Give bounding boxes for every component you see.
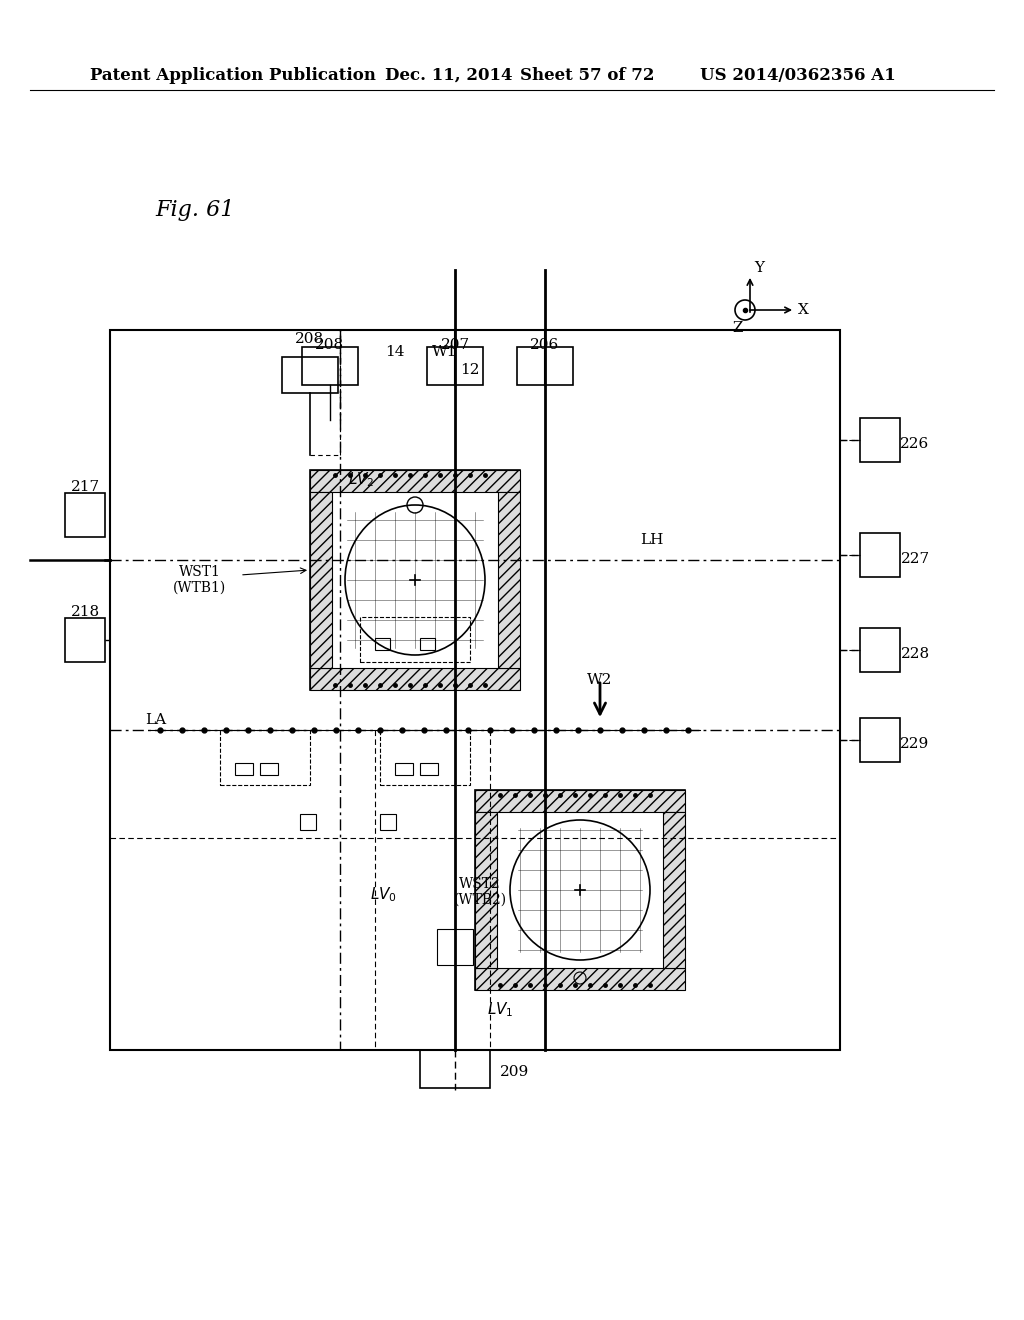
Text: $LV_1$: $LV_1$ [487,1001,514,1019]
Bar [380,730,470,785]
Text: 217: 217 [71,480,99,494]
Bar [395,763,413,775]
Text: 208: 208 [315,338,344,352]
Text: Fig. 61: Fig. 61 [155,199,234,220]
Bar [310,492,332,668]
Bar [282,356,338,393]
Bar [380,814,396,830]
Text: Y: Y [754,261,764,275]
Text: 227: 227 [900,552,930,566]
Bar [860,628,900,672]
Bar [375,638,390,649]
Bar [420,638,435,649]
Bar [420,1049,490,1088]
Bar [300,814,316,830]
Text: $LV_0$: $LV_0$ [370,886,397,904]
Text: Z: Z [732,321,742,335]
Bar [437,929,473,965]
Text: 207: 207 [440,338,470,352]
Bar [260,763,278,775]
Text: 14: 14 [385,345,404,359]
Text: US 2014/0362356 A1: US 2014/0362356 A1 [700,66,896,83]
Text: WST1
(WTB1): WST1 (WTB1) [173,565,226,595]
Text: 206: 206 [530,338,560,352]
Bar [310,668,520,690]
Text: 208: 208 [296,333,325,346]
Text: 12: 12 [460,363,480,378]
Bar [427,347,483,385]
Text: Patent Application Publication: Patent Application Publication [90,66,376,83]
Bar [65,492,105,537]
Bar [475,789,685,990]
Bar [663,812,685,968]
Text: WST2
(WTB2): WST2 (WTB2) [454,876,507,907]
Bar [475,968,685,990]
Text: Dec. 11, 2014: Dec. 11, 2014 [385,66,512,83]
Bar [220,730,310,785]
Bar [234,763,253,775]
Bar [310,470,520,690]
Bar [65,618,105,663]
Bar [310,470,520,492]
Bar [420,763,438,775]
Text: 218: 218 [71,605,99,619]
Text: 229: 229 [900,737,930,751]
Text: 209: 209 [501,1065,529,1078]
Text: 228: 228 [900,647,930,661]
Text: LA: LA [145,713,166,727]
Bar [860,718,900,762]
Text: Sheet 57 of 72: Sheet 57 of 72 [520,66,654,83]
Text: W1: W1 [432,345,458,359]
Text: X: X [798,304,809,317]
Bar [475,812,497,968]
Bar [110,330,840,1049]
Bar [860,418,900,462]
Text: 226: 226 [900,437,930,451]
Text: LH: LH [640,533,664,546]
Text: $LV_2$: $LV_2$ [348,471,375,490]
Text: W2: W2 [588,673,612,686]
Bar [360,616,470,663]
Bar [475,789,685,812]
Bar [860,533,900,577]
Bar [498,492,520,668]
Bar [302,347,358,385]
Bar [517,347,573,385]
